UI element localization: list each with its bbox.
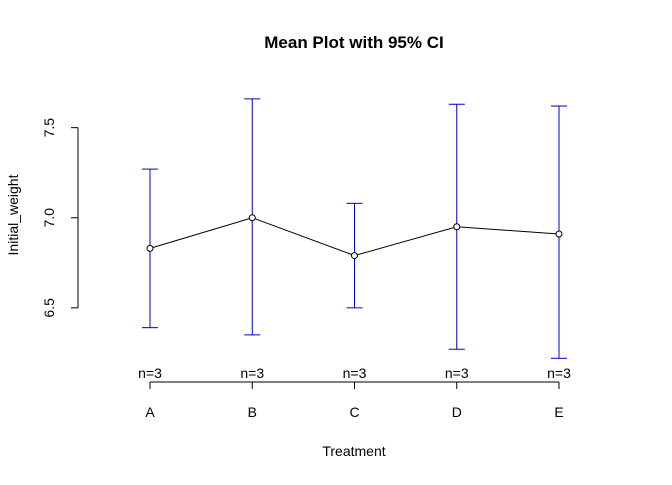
x-tick-label-D: D [452,404,462,420]
x-tick-label-C: C [349,404,359,420]
n-label-B: n=3 [240,365,264,381]
n-label-A: n=3 [138,365,162,381]
mean-point-B [248,214,256,222]
mean-point-C [351,252,358,260]
y-tick-label-0: 6.5 [41,298,57,318]
n-label-E: n=3 [547,365,571,381]
y-tick-label-2: 7.5 [41,118,57,138]
x-axis-label: Treatment [322,443,385,459]
mean-point-A [146,244,154,252]
x-tick-label-B: B [248,404,257,420]
sample-size-labels: n=3 n=3 n=3 n=3 n=3 [138,365,571,381]
n-label-D: n=3 [445,365,469,381]
mean-points [146,214,563,260]
mean-point-D [453,223,461,231]
x-tick-label-A: A [145,404,155,420]
n-label-C: n=3 [343,365,367,381]
y-axis: 6.5 7.0 7.5 [41,118,79,318]
y-axis-label: Initial_weight [5,174,21,255]
mean-point-E [555,230,563,238]
chart-title: Mean Plot with 95% CI [264,33,443,52]
x-axis: A B C D E [145,381,564,420]
x-tick-label-E: E [554,404,563,420]
confidence-interval-bars [142,98,567,359]
y-tick-label-1: 7.0 [41,208,57,228]
